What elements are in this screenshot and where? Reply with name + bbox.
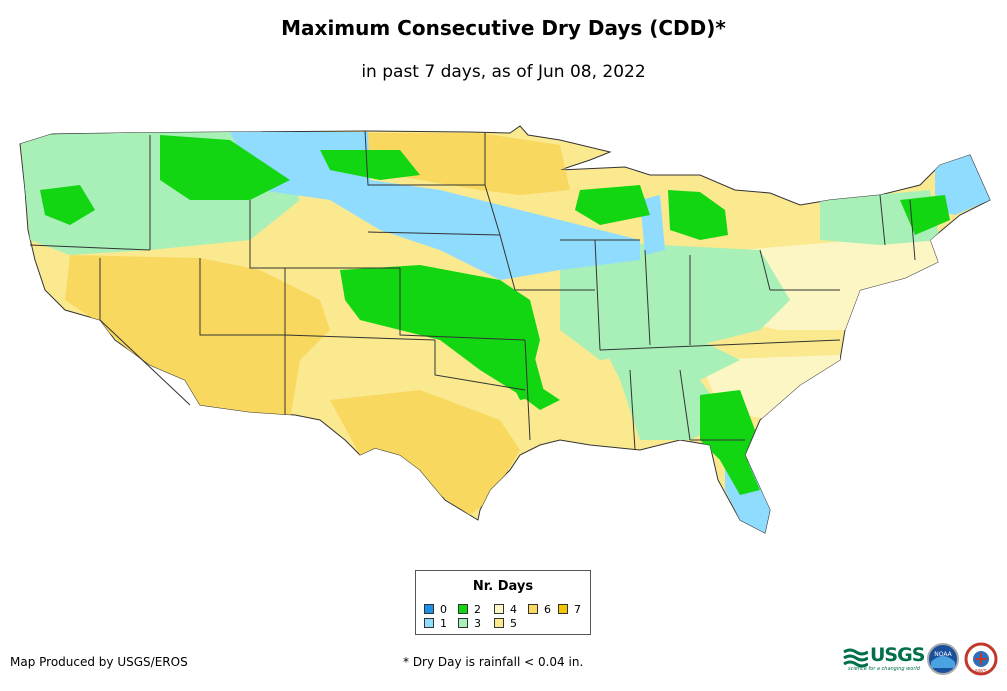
noaa-logo-icon: NOAA — [927, 643, 959, 675]
legend-label-2: 2 — [474, 603, 481, 616]
legend-label-4: 4 — [510, 603, 517, 616]
legend-swatch-3 — [458, 618, 468, 628]
agency-logos: USGS science for a changing world NOAA N… — [842, 640, 1002, 680]
legend-swatch-6 — [528, 604, 538, 614]
zone-6-days-southwest — [65, 255, 330, 420]
legend-label-5: 5 — [510, 617, 517, 630]
zone-2-days-dakotas — [320, 150, 420, 180]
legend-swatch-0 — [424, 604, 434, 614]
usgs-logo-text: USGS — [870, 644, 925, 666]
zone-2-days-northern-rockies — [160, 135, 290, 200]
zone-2-days-wisconsin — [575, 185, 650, 225]
legend-swatch-4 — [494, 604, 504, 614]
zone-6-days-texas — [330, 390, 520, 515]
map-credit: Map Produced by USGS/EROS — [10, 655, 188, 669]
zone-2-days-oklahoma — [500, 340, 545, 400]
map-subtitle: in past 7 days, as of Jun 08, 2022 — [361, 62, 646, 82]
noaa-logo-text: NOAA — [934, 651, 952, 658]
dry-day-footnote: * Dry Day is rainfall < 0.04 in. — [403, 655, 584, 669]
zone-2-days-washington — [40, 185, 95, 225]
zone-1-day-new-england — [935, 155, 990, 215]
legend-swatch-1 — [424, 618, 434, 628]
zone-3-days-appalachia — [600, 340, 740, 380]
legend: Nr. Days 0 1 2 3 4 5 6 7 — [415, 570, 591, 635]
map-title: Maximum Consecutive Dry Days (CDD)* — [281, 16, 726, 40]
usgs-tagline: science for a changing world — [848, 666, 920, 672]
usgs-logo-icon — [843, 648, 868, 668]
zone-2-days-georgia — [700, 390, 760, 495]
zone-3-days-midwest — [560, 240, 790, 360]
legend-label-0: 0 — [440, 603, 447, 616]
legend-swatch-5 — [494, 618, 504, 628]
zone-6-days-minnesota — [368, 133, 570, 195]
legend-swatch-2 — [458, 604, 468, 614]
zone-2-days-michigan — [668, 190, 728, 240]
nws-logo-icon: NWS — [964, 642, 998, 676]
legend-label-7: 7 — [574, 603, 581, 616]
legend-label-3: 3 — [474, 617, 481, 630]
legend-label-6: 6 — [544, 603, 551, 616]
legend-label-1: 1 — [440, 617, 447, 630]
legend-title: Nr. Days — [472, 579, 534, 594]
state-boundaries — [29, 130, 916, 451]
legend-swatch-7 — [558, 604, 568, 614]
nws-logo-text: NWS — [975, 669, 987, 675]
